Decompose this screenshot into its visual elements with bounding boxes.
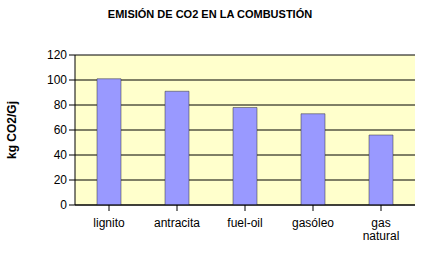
- svg-text:kg CO2/Gj: kg CO2/Gj: [8, 101, 19, 159]
- svg-text:fuel-oil: fuel-oil: [227, 216, 262, 230]
- svg-text:120: 120: [47, 48, 67, 62]
- svg-text:100: 100: [47, 73, 67, 87]
- svg-text:gasóleo: gasóleo: [292, 216, 334, 230]
- svg-text:40: 40: [54, 148, 68, 162]
- svg-text:20: 20: [54, 173, 68, 187]
- svg-text:0: 0: [60, 198, 67, 212]
- svg-text:antracita: antracita: [154, 216, 200, 230]
- svg-text:80: 80: [54, 98, 68, 112]
- svg-text:gasnatural: gasnatural: [363, 216, 400, 243]
- html-text:EMISIÓN DE CO2 EN LA COMBUSTIÓ: EMISIÓN DE CO2 EN LA COMBUSTIÓN: [107, 8, 313, 20]
- svg-text:60: 60: [54, 123, 68, 137]
- svg-text:lignito: lignito: [93, 216, 125, 230]
